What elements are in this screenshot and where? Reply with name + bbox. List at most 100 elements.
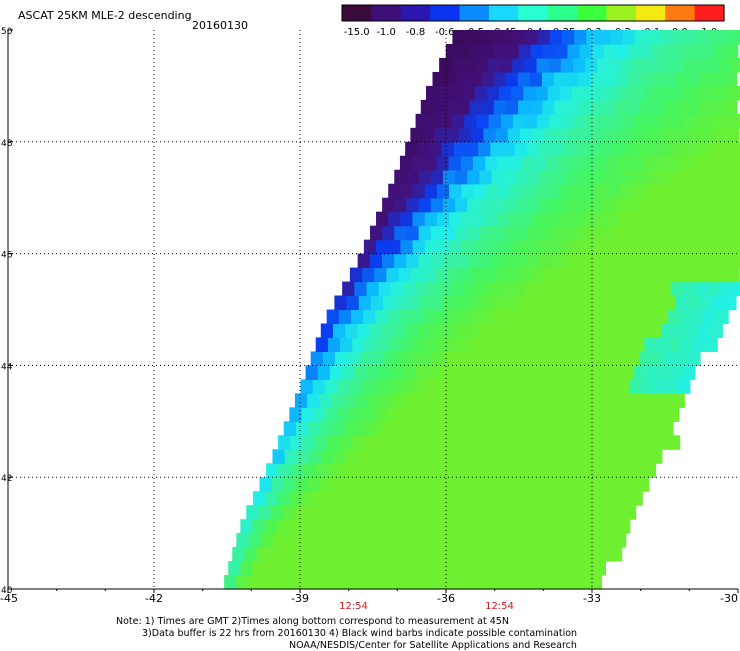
- swath-cell: [307, 505, 320, 520]
- swath-cell: [680, 239, 693, 255]
- swath-cell: [718, 57, 732, 73]
- swath-cell: [465, 505, 479, 520]
- swath-cell: [643, 155, 657, 171]
- swath-cell: [479, 169, 493, 185]
- swath-cell: [707, 30, 721, 45]
- swath-cell: [651, 99, 665, 115]
- swath-cell: [568, 519, 582, 534]
- swath-cell: [642, 407, 655, 422]
- colorbar-segment: [430, 5, 461, 21]
- swath-cell: [526, 505, 539, 520]
- swath-cell: [613, 533, 627, 548]
- swath-cell: [670, 365, 684, 380]
- swath-cell: [413, 337, 426, 353]
- swath-cell: [443, 295, 457, 311]
- swath-cell: [272, 449, 286, 464]
- swath-cell: [563, 477, 577, 492]
- swath-cell: [386, 491, 400, 506]
- swath-cell: [378, 547, 392, 562]
- swath-cell: [527, 477, 540, 492]
- swath-cell: [441, 421, 455, 436]
- swath-cell: [334, 295, 348, 311]
- swath-cell: [595, 211, 608, 227]
- swath-cell: [264, 561, 278, 576]
- swath-cell: [613, 225, 627, 241]
- swath-cell: [552, 225, 566, 241]
- swath-cell: [424, 155, 438, 171]
- swath-cell: [350, 407, 363, 422]
- swath-cell: [545, 155, 559, 171]
- swath-cell: [600, 253, 614, 269]
- swath-cell: [686, 225, 700, 241]
- swath-cell: [393, 323, 407, 339]
- swath-cell: [414, 547, 428, 562]
- swath-cell: [438, 85, 451, 101]
- swath-cell: [506, 43, 520, 59]
- swath-cell: [488, 30, 502, 45]
- swath-cell: [357, 533, 371, 548]
- swath-cell: [512, 113, 526, 129]
- swath-cell: [670, 281, 684, 297]
- swath-cell: [355, 393, 369, 408]
- swath-cell: [582, 155, 596, 171]
- swath-cell: [472, 309, 486, 325]
- swath-cell: [418, 533, 432, 548]
- swath-cell: [593, 407, 607, 422]
- swath-cell: [628, 43, 642, 59]
- swath-cell: [593, 519, 606, 534]
- colorbar-segment: [400, 5, 431, 21]
- swath-cell: [578, 351, 592, 366]
- colorbar-segment: [694, 5, 725, 21]
- swath-cell: [446, 127, 460, 143]
- swath-cell: [508, 519, 521, 534]
- swath-cell: [427, 281, 441, 297]
- swath-cell: [534, 183, 547, 199]
- swath-cell: [679, 309, 693, 325]
- swath-cell: [534, 239, 547, 255]
- swath-cell: [582, 463, 596, 478]
- y-tick-label: 42: [1, 474, 12, 484]
- swath-cell: [722, 225, 736, 241]
- swath-cell: [678, 127, 691, 143]
- swath-cell: [283, 421, 297, 436]
- swath-cell: [646, 281, 660, 297]
- swath-cell: [455, 533, 469, 548]
- swath-cell: [707, 113, 721, 129]
- swath-cell: [293, 547, 306, 562]
- y-tick-label: 48: [1, 139, 13, 149]
- swath-cell: [469, 99, 483, 115]
- swath-cell: [600, 323, 614, 339]
- y-tick-label: 46: [1, 251, 13, 261]
- swath-cell: [665, 379, 679, 394]
- swath-cell: [722, 169, 736, 185]
- swath-cell: [586, 393, 600, 408]
- swath-cell: [509, 435, 523, 450]
- swath-cell: [627, 99, 641, 115]
- swath-cell: [601, 197, 614, 213]
- swath-cell: [341, 547, 355, 562]
- swath-cell: [576, 575, 590, 590]
- swath-cell: [259, 477, 273, 492]
- swath-cell: [675, 71, 689, 87]
- swath-cell: [455, 225, 468, 241]
- swath-cell: [398, 491, 412, 506]
- swath-cell: [568, 561, 582, 576]
- swath-cell: [314, 463, 328, 478]
- swath-cell: [478, 323, 492, 339]
- swath-cell: [476, 30, 490, 45]
- swath-cell: [333, 533, 347, 548]
- x-tick-label: -45: [0, 592, 18, 605]
- swath-cell: [321, 575, 335, 590]
- swath-cell: [623, 505, 637, 520]
- swath-cell: [558, 155, 571, 171]
- swath-cell: [329, 547, 343, 562]
- swath-cell: [663, 71, 677, 87]
- swath-cell: [412, 239, 426, 255]
- swath-cell: [501, 393, 515, 408]
- swath-cell: [410, 519, 424, 534]
- swath-cell: [462, 85, 476, 101]
- swath-cell: [639, 99, 653, 115]
- swath-cell: [431, 295, 445, 311]
- swath-cell: [639, 351, 652, 366]
- swath-cell: [309, 575, 323, 590]
